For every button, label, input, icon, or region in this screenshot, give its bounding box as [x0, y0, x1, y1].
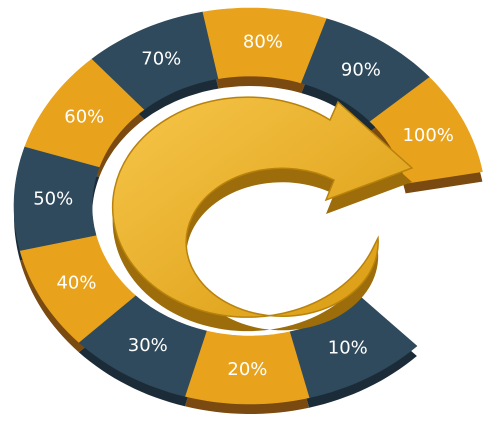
- circular-arrow: [111, 96, 414, 332]
- segment-label: 40%: [56, 273, 96, 294]
- segment-label: 50%: [33, 189, 73, 210]
- arrow-body: [111, 96, 414, 318]
- segment-label: 60%: [64, 106, 104, 127]
- segment-label: 20%: [227, 359, 267, 380]
- segment-label: 10%: [328, 337, 368, 358]
- segment-label: 100%: [402, 125, 453, 146]
- segment-label: 80%: [243, 31, 283, 52]
- segment-label: 30%: [128, 335, 168, 356]
- segment-label: 90%: [341, 59, 381, 80]
- ring: 10% 20% 30% 40% 50% 60% 70% 80% 90% 100%: [13, 7, 483, 405]
- segment-label: 70%: [141, 49, 181, 70]
